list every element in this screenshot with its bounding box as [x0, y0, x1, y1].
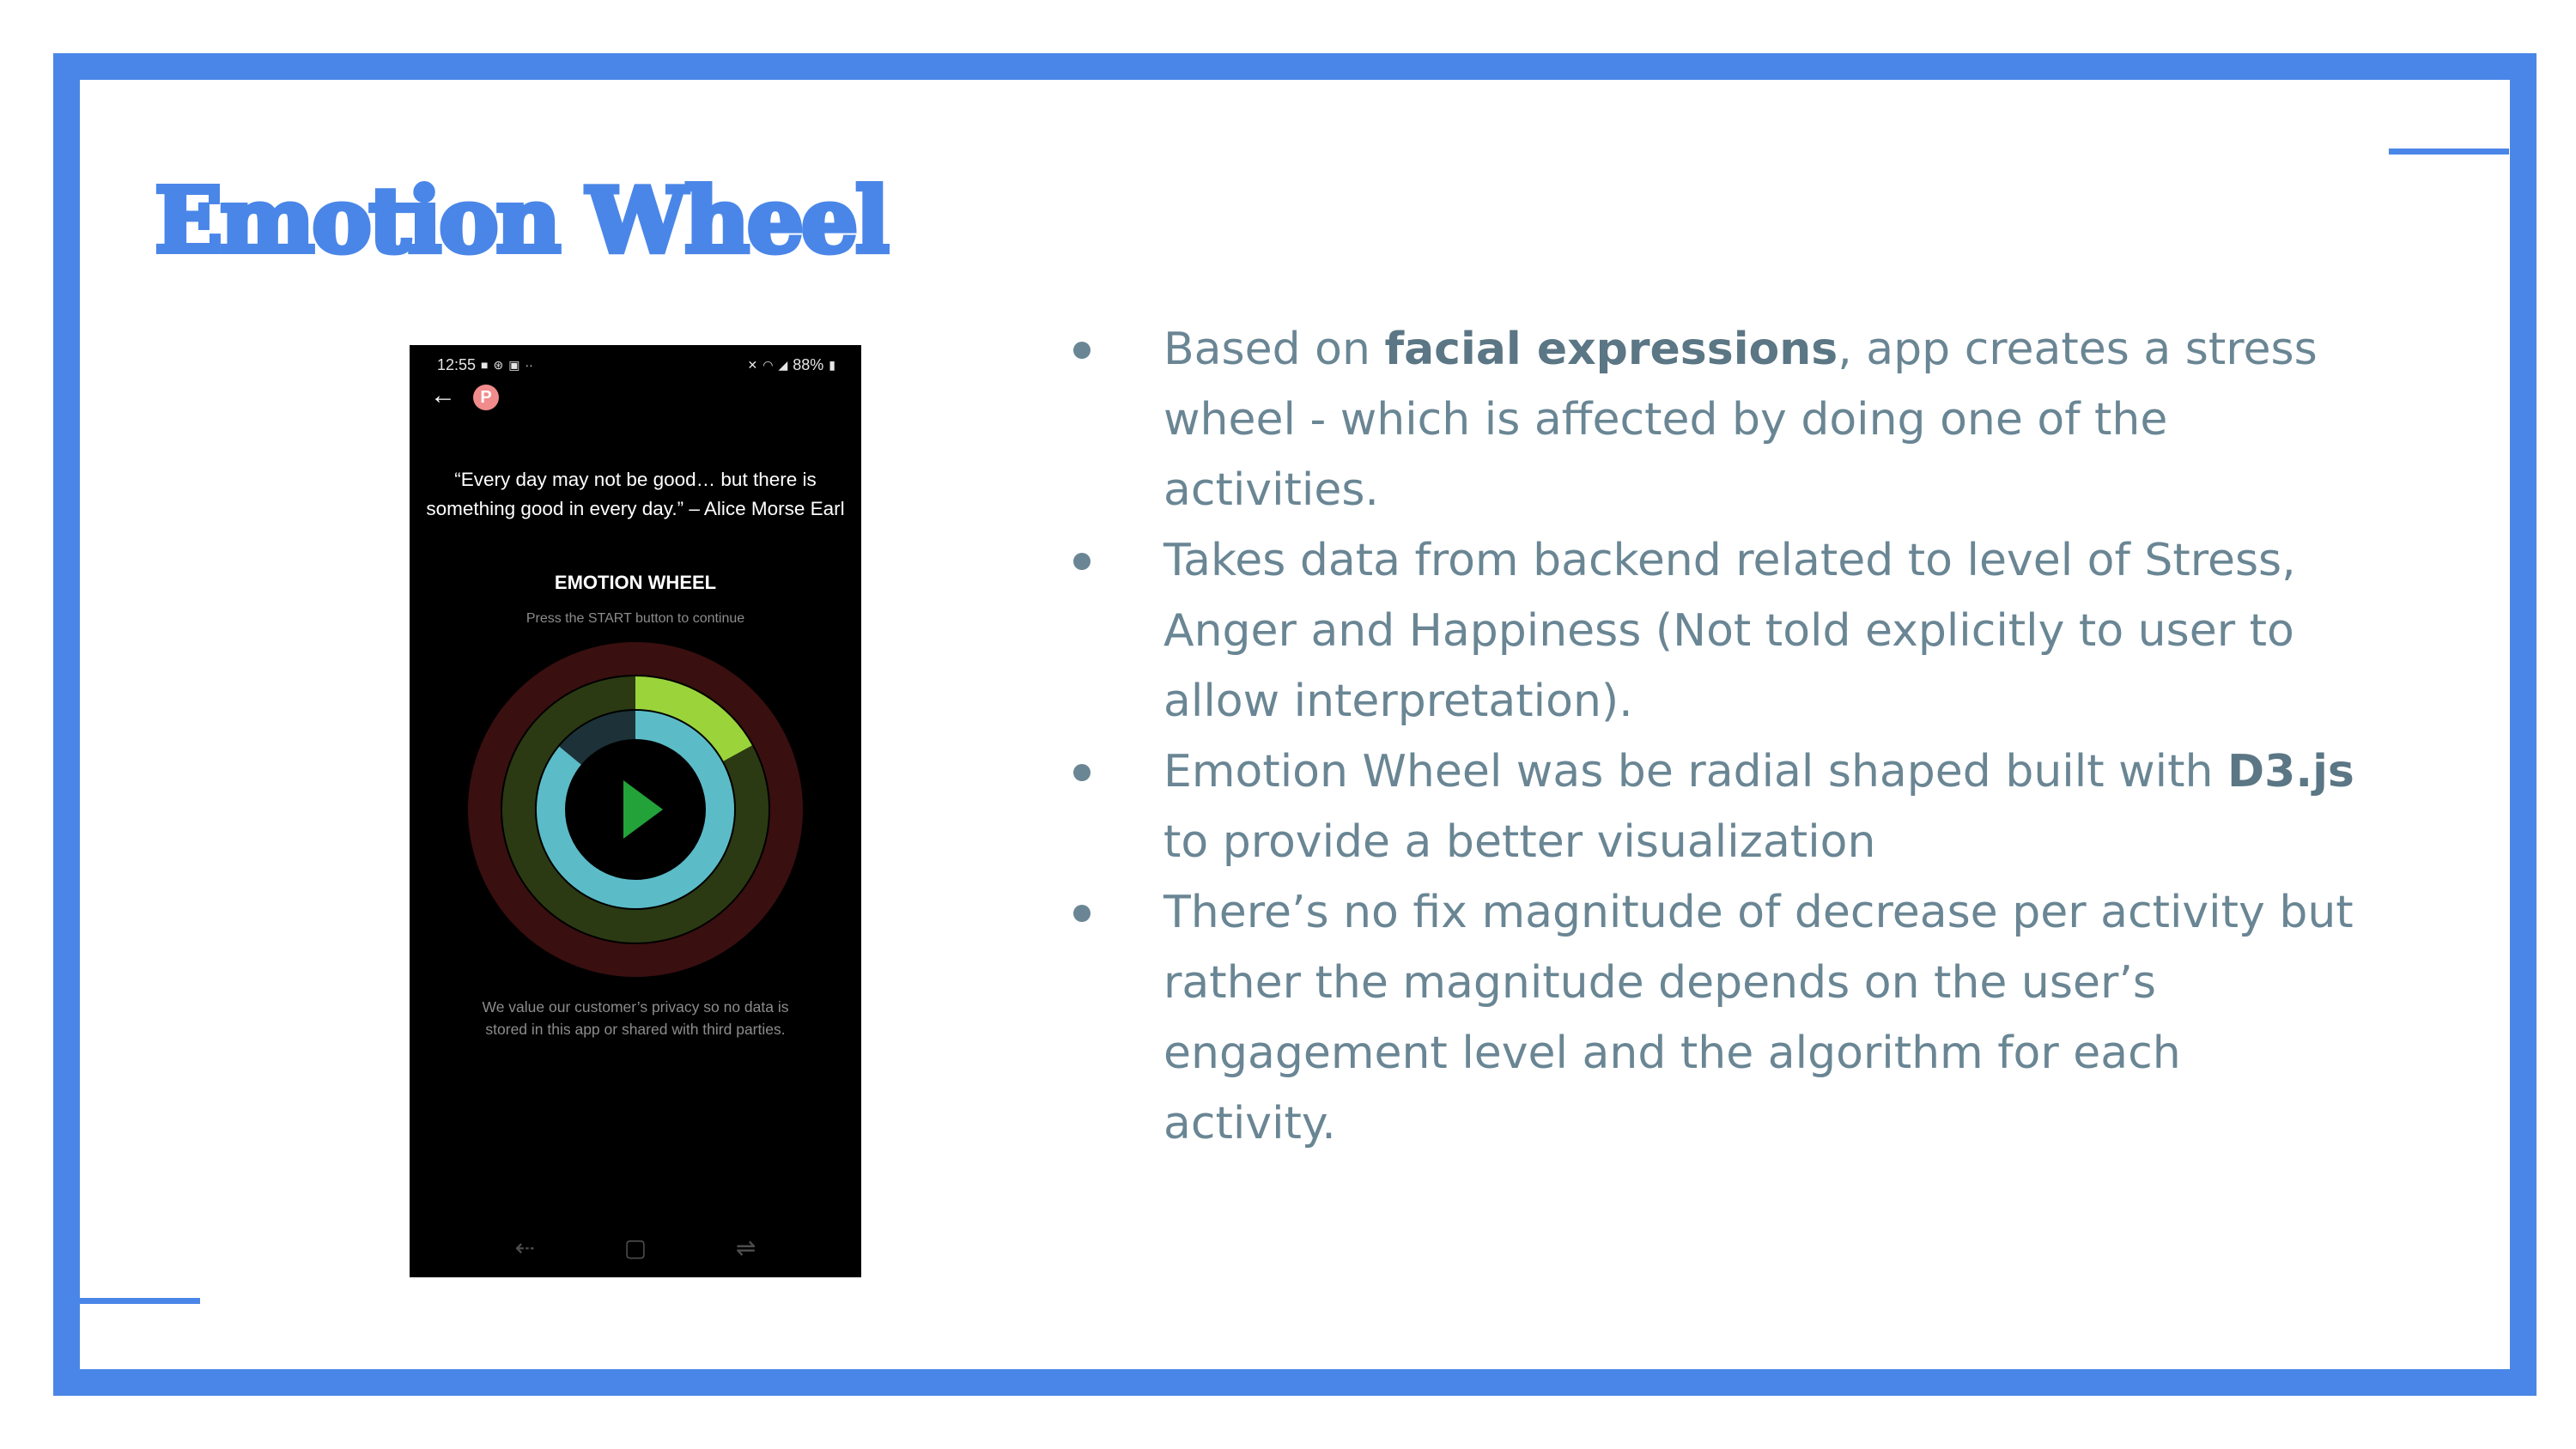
android-nav-bar: ⇠ ▢ ⇌: [410, 1234, 861, 1268]
bullet-text: There’s no fix magnitude of decrease per…: [1163, 887, 2354, 1149]
bullet-item: Emotion Wheel was be radial shaped built…: [1069, 737, 2357, 877]
bullet-item: Based on facial expressions, app creates…: [1069, 314, 2357, 525]
bullet-dot-icon: [1073, 553, 1091, 570]
battery-icon: ▮: [829, 357, 835, 372]
bullet-item: Takes data from backend related to level…: [1069, 525, 2357, 737]
nav-back-icon[interactable]: ⇠: [514, 1234, 536, 1261]
bullet-text: Takes data from backend related to level…: [1163, 535, 2296, 727]
privacy-note: We value our customer’s privacy so no da…: [482, 998, 789, 1038]
play-icon[interactable]: [623, 780, 663, 839]
phone-status-bar: 12:55 ■ ⊛ ▣ ·· ✕ ◠ ◢ 88% ▮: [437, 352, 835, 378]
mute-icon: ✕: [747, 357, 758, 372]
wheel-title: EMOTION WHEEL: [554, 572, 717, 593]
status-right: ✕ ◠ ◢ 88% ▮: [748, 356, 835, 374]
nav-home-icon[interactable]: ▢: [623, 1234, 647, 1261]
slide-title: Emotion Wheel: [152, 165, 892, 276]
inspirational-quote: “Every day may not be good… but there is…: [426, 469, 845, 519]
phone-screenshot: 12:55 ■ ⊛ ▣ ·· ✕ ◠ ◢ 88% ▮ ← P “Every da…: [410, 345, 861, 1277]
image-icon: ▣: [508, 357, 520, 372]
bullet-dot-icon: [1073, 342, 1091, 359]
bullet-list: Based on facial expressions, app creates…: [1069, 314, 2357, 1159]
wifi-icon: ◠: [762, 357, 774, 372]
bullet-text: Emotion Wheel was be radial shaped built…: [1163, 746, 2227, 797]
status-left: 12:55 ■ ⊛ ▣ ··: [437, 356, 533, 374]
bullet-item: There’s no fix magnitude of decrease per…: [1069, 877, 2357, 1159]
accent-line-top-right: [2389, 149, 2509, 155]
bullet-dot-icon: [1073, 764, 1091, 781]
emotion-wheel-chart: [468, 642, 803, 977]
ring-arc-happiness: [635, 676, 752, 762]
bullet-dot-icon: [1073, 905, 1091, 922]
bullet-bold-text: facial expressions: [1384, 324, 1838, 375]
play-button[interactable]: [623, 780, 663, 839]
nav-recents-icon[interactable]: ⇌: [735, 1234, 756, 1261]
battery-level: 88%: [793, 355, 824, 373]
status-time: 12:55: [437, 355, 477, 373]
video-icon: ■: [481, 358, 489, 372]
accent-line-bottom-left: [79, 1298, 200, 1304]
back-arrow-icon[interactable]: ←: [430, 381, 456, 409]
app-logo-icon: P: [473, 385, 499, 410]
bullet-text: , app creates a stress wheel - which is …: [1163, 324, 2318, 516]
more-dots-icon: ··: [525, 358, 533, 372]
bullet-text: to provide a better visualization: [1163, 816, 1876, 868]
wheel-subtitle: Press the START button to continue: [526, 611, 745, 626]
bullet-text: Based on: [1163, 324, 1385, 375]
bullet-bold-text: D3.js: [2227, 746, 2354, 797]
signal-icon: ◢: [778, 357, 788, 372]
a-icon: ⊛: [493, 357, 504, 372]
